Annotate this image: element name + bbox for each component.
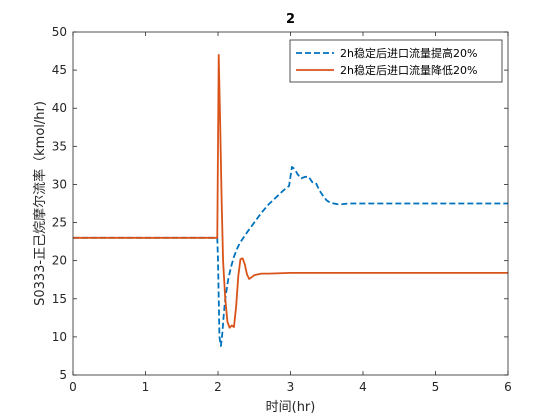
x-axis: 0 1 2 3 4 5 6 (69, 32, 512, 394)
y-tick-label: 40 (52, 101, 67, 115)
series-line-1 (73, 166, 508, 347)
y-tick-label: 35 (52, 139, 67, 153)
y-tick-label: 20 (52, 254, 67, 268)
y-tick-label: 50 (52, 25, 67, 39)
y-tick-label: 5 (59, 368, 67, 382)
y-axis: 5 10 15 20 25 30 35 40 45 50 (52, 25, 508, 382)
x-tick-label: 5 (432, 380, 440, 394)
x-tick-label: 3 (287, 380, 295, 394)
legend: 2h稳定后进口流量提高20% 2h稳定后进口流量降低20% (289, 39, 503, 83)
y-axis-label: S0333-正己烷摩尔流率（kmol/hr) (32, 101, 48, 306)
y-tick-label: 30 (52, 177, 67, 191)
series-layer (73, 53, 508, 347)
x-tick-label: 1 (142, 380, 150, 394)
x-axis-label: 时间(hr) (266, 400, 316, 415)
y-tick-label: 15 (52, 292, 67, 306)
y-tick-label: 10 (52, 330, 67, 344)
legend-label-2: 2h稳定后进口流量降低20% (340, 63, 477, 77)
legend-label-1: 2h稳定后进口流量提高20% (340, 46, 477, 60)
legend-box (289, 39, 503, 83)
x-tick-label: 2 (214, 380, 222, 394)
x-tick-label: 0 (69, 380, 77, 394)
x-tick-label: 6 (504, 380, 512, 394)
chart-title: 2 (286, 12, 295, 27)
x-tick-label: 4 (359, 380, 367, 394)
series-line-2 (73, 53, 508, 329)
y-tick-label: 25 (52, 216, 67, 230)
y-tick-label: 45 (52, 63, 67, 77)
